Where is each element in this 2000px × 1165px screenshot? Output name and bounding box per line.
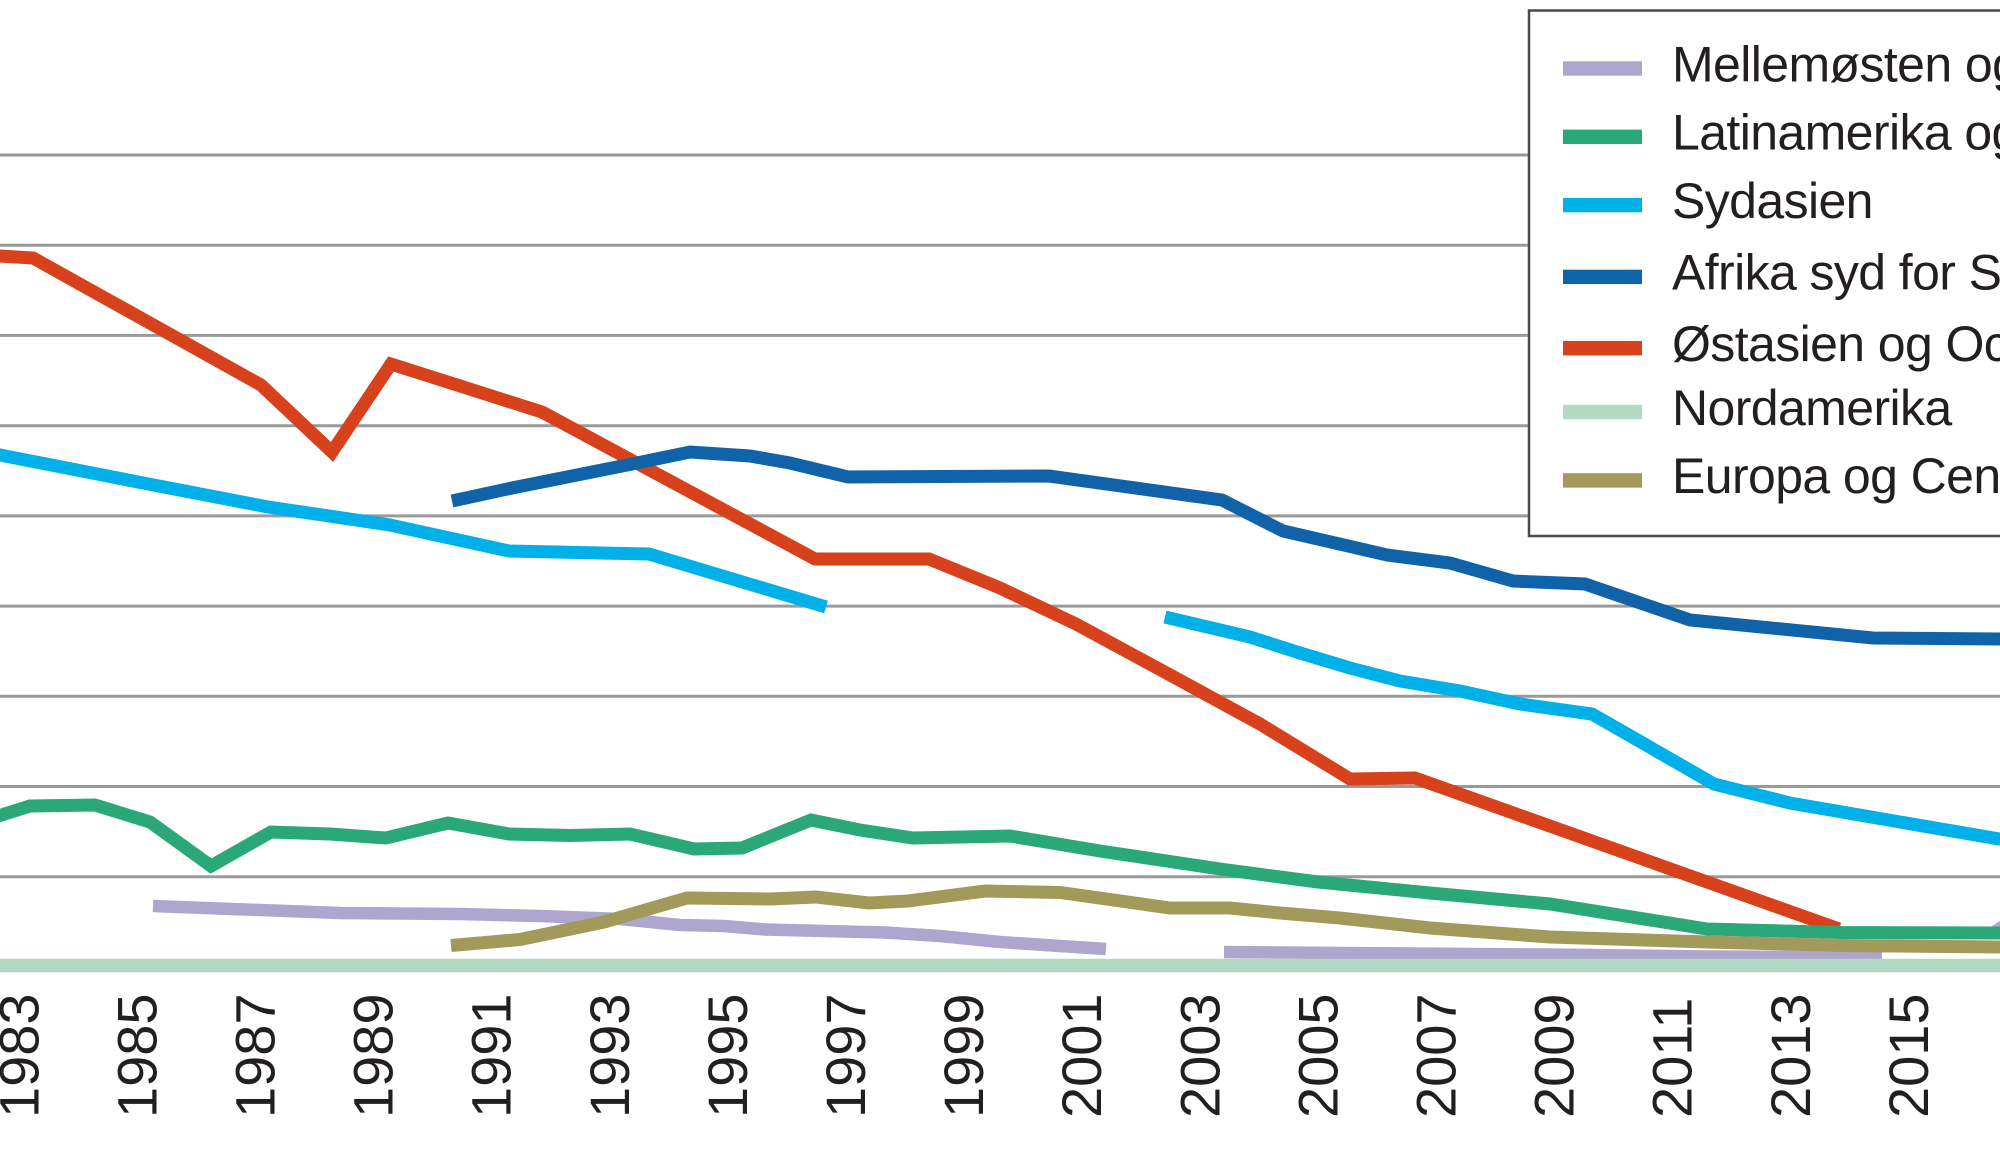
svg-text:1999: 1999 (932, 993, 995, 1118)
svg-text:2015: 2015 (1877, 993, 1940, 1118)
svg-text:1985: 1985 (105, 993, 168, 1118)
svg-text:2001: 2001 (1050, 993, 1113, 1118)
svg-text:Latinamerika og Caribien: Latinamerika og Caribien (1672, 105, 2000, 161)
svg-text:2003: 2003 (1168, 993, 1231, 1118)
svg-text:2007: 2007 (1405, 993, 1468, 1118)
svg-text:Europa og Centralasien: Europa og Centralasien (1672, 448, 2000, 504)
svg-text:1983: 1983 (0, 993, 50, 1118)
svg-text:1987: 1987 (224, 993, 287, 1118)
svg-text:Mellemøsten og Nordafrika: Mellemøsten og Nordafrika (1672, 36, 2000, 92)
svg-text:Nordamerika: Nordamerika (1672, 380, 1952, 436)
svg-text:1995: 1995 (696, 993, 759, 1118)
svg-text:2005: 2005 (1286, 993, 1349, 1118)
svg-text:Østasien og Oceanien: Østasien og Oceanien (1672, 316, 2000, 372)
svg-text:2011: 2011 (1641, 998, 1704, 1118)
svg-text:Afrika syd for Sahara: Afrika syd for Sahara (1672, 245, 2000, 301)
svg-text:2009: 2009 (1523, 993, 1586, 1118)
svg-text:1991: 1991 (460, 993, 523, 1118)
svg-text:1997: 1997 (814, 993, 877, 1118)
svg-text:1989: 1989 (342, 993, 405, 1118)
svg-text:1993: 1993 (578, 993, 641, 1118)
svg-text:2013: 2013 (1759, 993, 1822, 1118)
svg-text:Sydasien: Sydasien (1672, 173, 1873, 229)
